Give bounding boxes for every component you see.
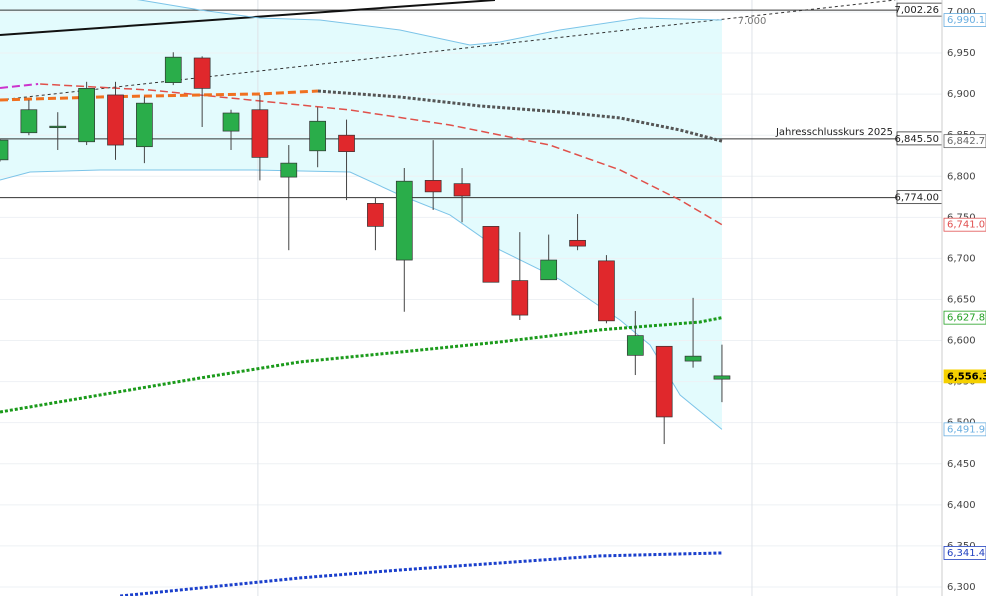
band-fill (0, 0, 722, 430)
candle-body (424, 180, 442, 193)
candle-body (598, 260, 615, 322)
hline-text: Jahresschlusskurs 2025 (775, 127, 893, 138)
price-label-box (943, 13, 986, 27)
axis-bg (942, 0, 986, 596)
candle-body (540, 259, 558, 281)
candle-body (713, 375, 731, 380)
hline-label: 7,002.26 (894, 5, 939, 16)
y-tick-label: 6,800 (947, 171, 976, 182)
y-tick-label: 6,600 (947, 336, 976, 347)
indicator-line (0, 169, 723, 430)
indicator-line (0, 0, 496, 36)
plot (0, 0, 942, 596)
indicator-line (0, 0, 896, 101)
candle-body (626, 335, 644, 356)
y-tick-label: 6,900 (947, 89, 976, 100)
candle-body (49, 125, 67, 129)
candle-body (367, 203, 384, 227)
y-tick-label: 7,000 (947, 7, 976, 18)
candle-body (251, 109, 269, 158)
annotation: 7.000 (738, 16, 767, 27)
price-label: 6,842.76 (947, 136, 986, 147)
y-tick-label: 6,300 (947, 582, 976, 593)
price-label: 6,341.43 (947, 548, 986, 559)
price-label: 6,627.87 (947, 313, 986, 324)
indicator-line (40, 83, 723, 226)
candle-body (338, 134, 355, 152)
price-label-box (943, 134, 986, 149)
indicator-line (0, 83, 39, 89)
y-tick-label: 6,400 (947, 500, 976, 511)
hline-label: 6,774.00 (894, 193, 939, 204)
candle-body (164, 56, 182, 83)
indicator-line (0, 316, 723, 414)
candle-body (193, 57, 211, 89)
indicator-line (119, 551, 722, 596)
y-tick-label: 6,950 (947, 48, 976, 59)
y-tick-label: 6,450 (947, 459, 976, 470)
indicator-line (0, 89, 319, 102)
candle-body (395, 180, 413, 261)
candle-body (222, 112, 240, 132)
candle-body (684, 355, 702, 362)
y-tick-label: 6,650 (947, 294, 976, 305)
hline-label: 6,845.50 (894, 134, 939, 145)
candle-body (107, 94, 124, 146)
price-label-box (943, 369, 986, 384)
price-label-box (943, 422, 986, 437)
candle-body (136, 102, 153, 148)
candle-body (453, 183, 471, 197)
candle-body (309, 120, 327, 152)
price-label-box (943, 546, 986, 560)
indicator-line (136, 0, 722, 46)
price-label: 6,556.37 (947, 371, 986, 382)
candle-body (655, 345, 673, 418)
price-label-box (943, 310, 986, 325)
candle-body (0, 139, 9, 161)
price-label: 6,741.05 (947, 220, 986, 231)
price-label: 6,491.90 (947, 424, 986, 435)
candle-body (569, 239, 586, 247)
price-label: 6,990.19 (947, 15, 986, 26)
candle-body (511, 280, 529, 316)
indicator-line (317, 89, 723, 143)
candle-body (20, 109, 38, 134)
candle-body (280, 162, 298, 178)
candle-body (78, 88, 95, 143)
price-label-box (943, 217, 986, 232)
y-tick-label: 6,700 (947, 253, 976, 264)
candle-body (482, 226, 500, 283)
